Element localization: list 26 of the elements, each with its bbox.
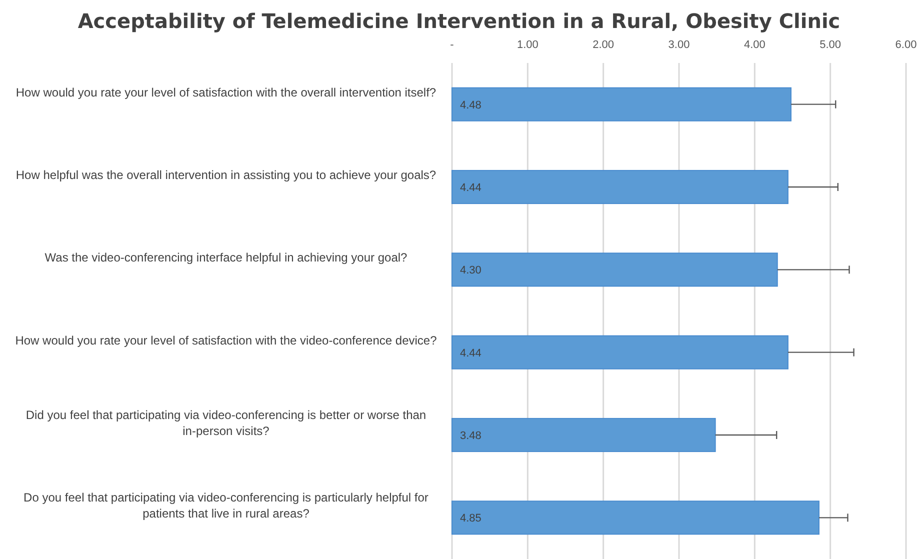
data-label: 4.44 [460, 182, 482, 194]
bar [452, 418, 716, 452]
x-tick-label: 5.00 [820, 39, 842, 51]
data-label: 4.30 [460, 264, 482, 277]
bar [452, 170, 788, 204]
y-tick-label: Do you feel that participating via video-conferencing is particularly helpful for patients that live in rural areas? [24, 490, 428, 521]
x-tick-label: 6.00 [895, 39, 917, 51]
y-tick-label: How helpful was the overall intervention in assisting you to achieve your goals? [16, 168, 436, 182]
x-tick-label: 2.00 [592, 39, 614, 51]
y-tick-label: How would you rate your level of satisfaction with the video-conference device? [15, 333, 438, 348]
y-tick-label: How would you rate your level of satisfaction with the overall intervention itself? [16, 85, 436, 100]
bar [452, 500, 820, 535]
x-tick-label: 4.00 [744, 39, 766, 51]
data-label: 4.85 [460, 512, 482, 525]
data-label: 4.48 [460, 99, 482, 112]
x-tick-label: 3.00 [668, 39, 690, 51]
bar [452, 87, 792, 122]
data-label: 4.44 [460, 347, 482, 360]
x-tick-label: 1.00 [516, 39, 538, 51]
chart-title: Acceptability of Telemedicine Intervention in a Rural, Obesity Clinic [78, 9, 840, 33]
y-tick-label: Was the video-conferencing interface helpful in achieving your goal? [44, 250, 408, 265]
bar [452, 252, 778, 287]
y-tick-label: Did you feel that participating via video-conferencing is better or worse than in-person visits? [26, 408, 426, 438]
data-label: 3.48 [460, 430, 482, 442]
x-tick-label: - [450, 39, 454, 51]
bar [452, 335, 788, 370]
